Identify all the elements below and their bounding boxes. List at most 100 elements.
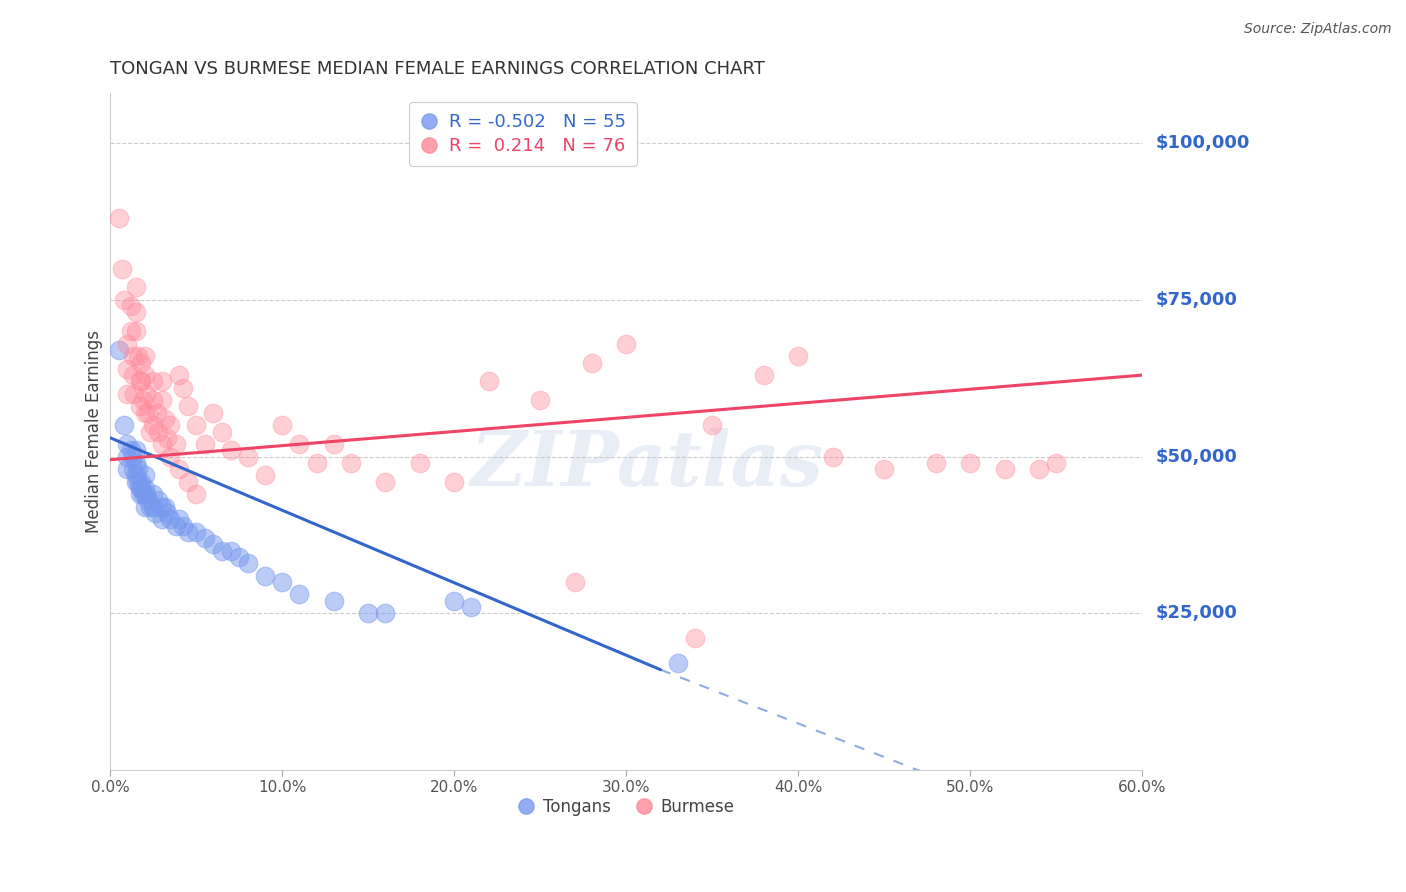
Point	[186, 418, 208, 433]
Point	[155, 412, 177, 426]
Point	[271, 418, 294, 433]
Point	[120, 324, 142, 338]
Point	[150, 512, 173, 526]
Point	[142, 500, 165, 514]
Point	[112, 293, 135, 307]
Text: Source: ZipAtlas.com: Source: ZipAtlas.com	[1244, 22, 1392, 37]
Point	[155, 500, 177, 514]
Point	[125, 475, 148, 489]
Point	[135, 387, 157, 401]
Point	[150, 500, 173, 514]
Point	[128, 400, 150, 414]
Point	[120, 443, 142, 458]
Point	[148, 425, 170, 439]
Point	[135, 487, 157, 501]
Point	[236, 450, 259, 464]
Point	[139, 425, 162, 439]
Point	[176, 400, 198, 414]
Text: $100,000: $100,000	[1156, 134, 1250, 153]
Point	[702, 418, 724, 433]
Point	[172, 381, 194, 395]
Point	[159, 450, 181, 464]
Point	[121, 368, 143, 383]
Point	[125, 468, 148, 483]
Text: $25,000: $25,000	[1156, 604, 1237, 623]
Point	[142, 393, 165, 408]
Point	[176, 475, 198, 489]
Point	[142, 418, 165, 433]
Point	[125, 280, 148, 294]
Point	[132, 393, 155, 408]
Point	[127, 462, 149, 476]
Point	[121, 349, 143, 363]
Point	[132, 487, 155, 501]
Point	[167, 462, 190, 476]
Point	[564, 574, 586, 589]
Point	[581, 355, 603, 369]
Point	[159, 418, 181, 433]
Point	[134, 481, 156, 495]
Point	[202, 406, 225, 420]
Point	[108, 211, 131, 226]
Point	[219, 543, 242, 558]
Point	[194, 437, 217, 451]
Point	[357, 607, 380, 621]
Point	[167, 512, 190, 526]
Point	[150, 437, 173, 451]
Point	[873, 462, 896, 476]
Point	[120, 299, 142, 313]
Point	[529, 393, 551, 408]
Point	[236, 556, 259, 570]
Point	[202, 537, 225, 551]
Point	[117, 336, 139, 351]
Point	[167, 368, 190, 383]
Point	[127, 349, 149, 363]
Point	[134, 487, 156, 501]
Point	[172, 518, 194, 533]
Point	[409, 456, 432, 470]
Point	[128, 375, 150, 389]
Point	[148, 493, 170, 508]
Point	[136, 493, 159, 508]
Text: $75,000: $75,000	[1156, 291, 1237, 309]
Point	[1028, 462, 1050, 476]
Point	[165, 518, 187, 533]
Point	[186, 487, 208, 501]
Point	[288, 437, 311, 451]
Point	[121, 462, 143, 476]
Point	[124, 387, 146, 401]
Point	[136, 406, 159, 420]
Point	[925, 456, 948, 470]
Point	[443, 475, 465, 489]
Point	[129, 481, 152, 495]
Text: TONGAN VS BURMESE MEDIAN FEMALE EARNINGS CORRELATION CHART: TONGAN VS BURMESE MEDIAN FEMALE EARNINGS…	[110, 60, 765, 78]
Point	[959, 456, 981, 470]
Y-axis label: Median Female Earnings: Median Female Earnings	[86, 330, 103, 533]
Point	[125, 443, 148, 458]
Point	[128, 481, 150, 495]
Point	[614, 336, 637, 351]
Point	[176, 524, 198, 539]
Point	[108, 343, 131, 357]
Point	[143, 506, 166, 520]
Point	[117, 387, 139, 401]
Point	[666, 657, 689, 671]
Point	[156, 431, 179, 445]
Point	[374, 607, 396, 621]
Point	[254, 568, 277, 582]
Point	[228, 549, 250, 564]
Point	[117, 462, 139, 476]
Point	[117, 450, 139, 464]
Point	[752, 368, 775, 383]
Point	[340, 456, 363, 470]
Point	[374, 475, 396, 489]
Point	[305, 456, 328, 470]
Point	[787, 349, 810, 363]
Point	[117, 361, 139, 376]
Point	[159, 512, 181, 526]
Point	[194, 531, 217, 545]
Point	[134, 349, 156, 363]
Point	[129, 475, 152, 489]
Point	[150, 375, 173, 389]
Point	[993, 462, 1015, 476]
